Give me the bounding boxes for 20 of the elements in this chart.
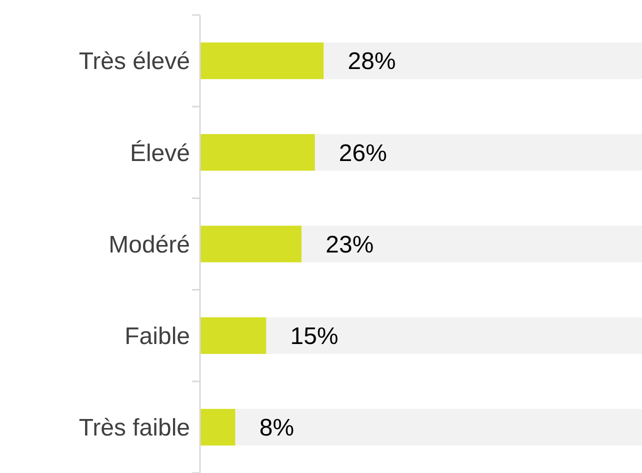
y-tick-label: Très faible	[78, 414, 190, 442]
data-label: 23%	[326, 231, 374, 258]
bar	[200, 408, 236, 446]
y-tick-label: Faible	[124, 323, 190, 350]
bar	[324, 42, 642, 80]
bar	[314, 134, 642, 171]
data-label: 15%	[290, 323, 338, 350]
bar	[200, 134, 315, 171]
y-tick-label: Modéré	[108, 231, 190, 258]
bar	[302, 226, 642, 262]
data-label: 26%	[338, 140, 387, 167]
bar	[200, 317, 266, 354]
bar	[200, 42, 324, 80]
y-tick-label: Très élevé	[78, 48, 190, 76]
bar	[235, 408, 642, 446]
data-label: 8%	[259, 414, 294, 442]
bar	[266, 317, 642, 354]
y-tick-label: Élevé	[130, 140, 190, 167]
bar	[200, 226, 302, 262]
data-label: 28%	[348, 48, 396, 76]
